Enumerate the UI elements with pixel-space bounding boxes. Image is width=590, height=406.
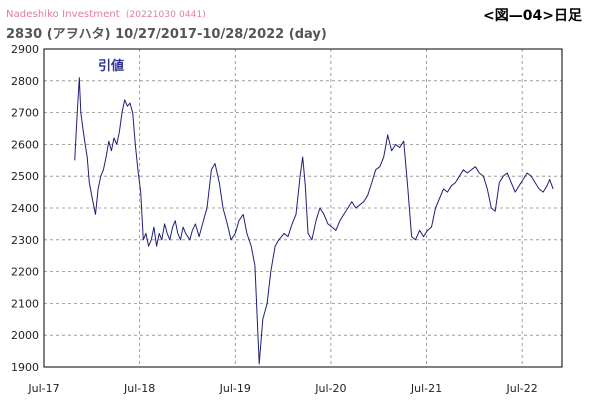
y-tick-label: 2300 — [11, 234, 39, 247]
vertical-gridlines — [139, 49, 523, 367]
y-tick-label: 2100 — [11, 297, 39, 310]
series-label: 引値 — [98, 58, 124, 74]
x-tick-label: Jul-20 — [314, 382, 346, 395]
plot-frame — [43, 48, 563, 368]
x-axis-tick-labels: Jul-17 Jul-18 Jul-19 Jul-20 Jul-21 Jul-22 — [27, 382, 537, 395]
x-tick-label: Jul-18 — [123, 382, 155, 395]
figure-label: <図—04>日足 — [483, 8, 582, 24]
y-tick-label: 2900 — [11, 43, 39, 56]
y-tick-label: 2600 — [11, 138, 39, 151]
y-tick-label: 1900 — [11, 361, 39, 374]
brand-watermark: Nadeshiko Investment (20221030 0441) — [6, 9, 206, 20]
y-tick-label: 2500 — [11, 170, 39, 183]
y-axis-tick-labels: 1900 2000 2100 2200 2300 2400 2500 2600 2700 2800… — [11, 43, 39, 374]
y-tick-label: 2200 — [11, 266, 39, 279]
x-tick-label: Jul-21 — [410, 382, 442, 395]
x-tick-label: Jul-19 — [219, 382, 251, 395]
y-tick-label: 2400 — [11, 202, 39, 215]
y-tick-label: 2800 — [11, 75, 39, 88]
brand-name: Nadeshiko Investment — [6, 9, 120, 20]
horizontal-gridlines — [44, 80, 562, 336]
y-tick-label: 2000 — [11, 329, 39, 342]
chart-title: 2830 (アヲハタ) 10/27/2017-10/28/2022 (day) — [6, 27, 327, 42]
y-tick-label: 2700 — [11, 107, 39, 120]
x-tick-label: Jul-17 — [27, 382, 59, 395]
x-tick-label: Jul-22 — [506, 382, 538, 395]
timestamp-stamp: (20221030 0441) — [125, 10, 206, 20]
series-line-close — [74, 77, 554, 365]
